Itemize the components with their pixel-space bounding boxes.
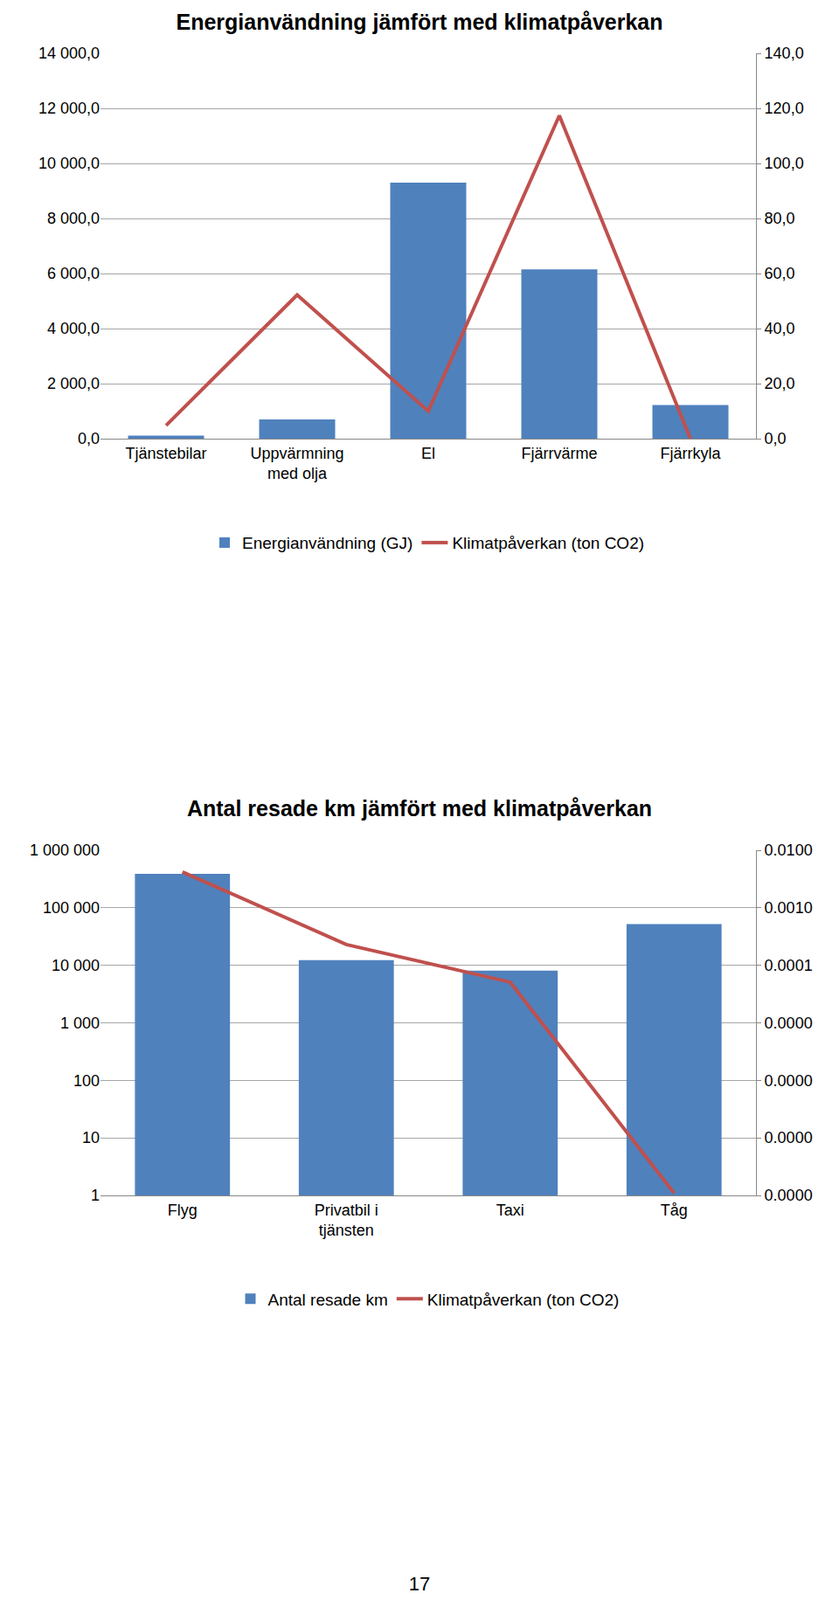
svg-text:0,0: 0,0 (77, 429, 100, 448)
svg-text:20,0: 20,0 (764, 374, 796, 393)
svg-text:0.0000: 0.0000 (764, 1014, 813, 1033)
svg-text:120,0: 120,0 (764, 99, 805, 118)
svg-text:12 000,0: 12 000,0 (38, 99, 100, 118)
svg-text:100 000: 100 000 (42, 899, 100, 917)
svg-text:Tåg: Tåg (660, 1201, 688, 1220)
svg-text:Fjärrkyla: Fjärrkyla (659, 444, 722, 463)
svg-text:Klimatpåverkan (ton CO2): Klimatpåverkan (ton CO2) (427, 1290, 620, 1310)
svg-text:0.0000: 0.0000 (764, 1129, 813, 1147)
svg-text:0.0000: 0.0000 (764, 1072, 813, 1090)
svg-text:0.0010: 0.0010 (764, 899, 813, 917)
svg-text:40,0: 40,0 (764, 319, 796, 338)
svg-text:10 000: 10 000 (51, 956, 100, 975)
svg-text:Flyg: Flyg (167, 1201, 198, 1220)
svg-text:1 000: 1 000 (60, 1014, 100, 1033)
svg-text:Fjärrvärme: Fjärrvärme (520, 444, 597, 463)
svg-text:10: 10 (82, 1129, 100, 1147)
svg-text:0.0001: 0.0001 (764, 956, 813, 975)
svg-text:0.0100: 0.0100 (764, 841, 813, 860)
svg-text:Taxi: Taxi (496, 1201, 525, 1220)
svg-text:10 000,0: 10 000,0 (38, 154, 100, 173)
svg-text:4 000,0: 4 000,0 (47, 319, 100, 338)
svg-text:Energianvändning (GJ): Energianvändning (GJ) (242, 533, 413, 553)
svg-text:100: 100 (73, 1072, 100, 1090)
svg-text:100,0: 100,0 (764, 154, 805, 173)
html-text:17: 17 (408, 1573, 431, 1595)
svg-text:0.0000: 0.0000 (764, 1186, 813, 1205)
svg-text:Tjänstebilar: Tjänstebilar (124, 444, 207, 463)
svg-text:8 000,0: 8 000,0 (47, 209, 100, 228)
svg-text:14 000,0: 14 000,0 (38, 44, 100, 63)
svg-text:Privatbil itjänsten: Privatbil itjänsten (314, 1201, 379, 1240)
svg-text:1: 1 (90, 1186, 100, 1205)
svg-text:Klimatpåverkan (ton CO2): Klimatpåverkan (ton CO2) (451, 533, 645, 553)
svg-text:0,0: 0,0 (764, 429, 787, 448)
svg-text:Energianvändning jämfört med k: Energianvändning jämfört med klimatpåver… (175, 9, 663, 35)
svg-text:Uppvärmningmed olja: Uppvärmningmed olja (249, 444, 344, 483)
svg-text:80,0: 80,0 (764, 209, 796, 228)
svg-text:6 000,0: 6 000,0 (47, 264, 100, 283)
svg-text:1 000 000: 1 000 000 (29, 841, 100, 860)
svg-text:140,0: 140,0 (764, 44, 805, 63)
svg-text:2 000,0: 2 000,0 (47, 374, 100, 393)
svg-text:Antal resade km: Antal resade km (268, 1290, 389, 1310)
svg-text:Antal resade km jämfört med kl: Antal resade km jämfört med klimatpåverk… (187, 796, 652, 821)
svg-text:60,0: 60,0 (764, 264, 796, 283)
svg-text:El: El (421, 444, 436, 463)
